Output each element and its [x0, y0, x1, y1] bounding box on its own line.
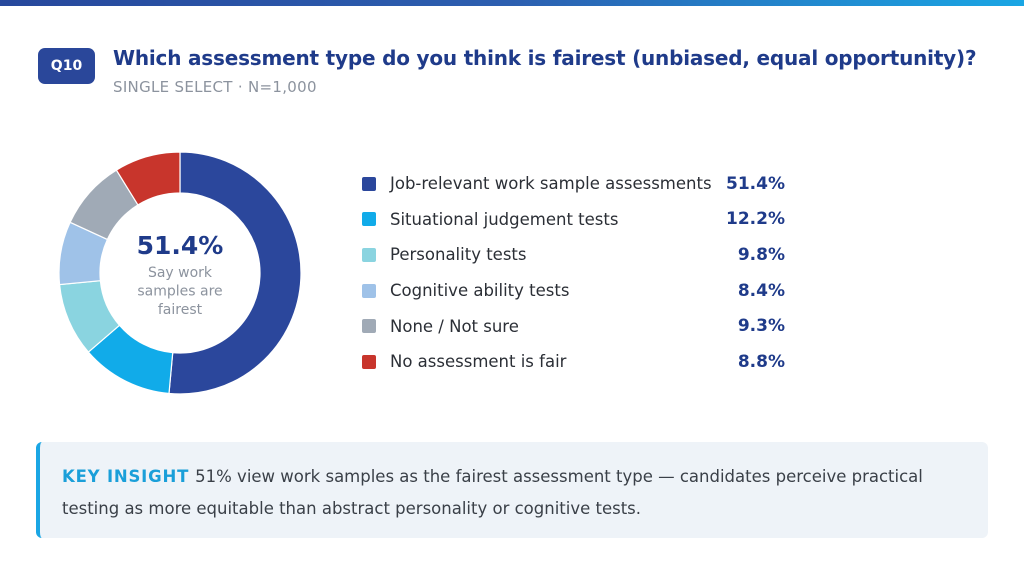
- legend-value: 51.4%: [726, 173, 785, 194]
- legend-value: 8.8%: [737, 351, 785, 372]
- legend-item: Personality tests 9.8%: [362, 237, 792, 273]
- legend-label: Situational judgement tests: [390, 209, 619, 229]
- center-value: 51.4%: [137, 231, 224, 260]
- legend-swatch: [362, 176, 376, 191]
- legend-swatch: [362, 319, 376, 334]
- legend-value: 9.3%: [737, 316, 785, 337]
- donut-slices: [58, 151, 302, 395]
- center-caption-line-1: Say work: [148, 265, 213, 281]
- key-insight-box: KEY INSIGHT 51% view work samples as the …: [36, 442, 988, 538]
- legend-label: No assessment is fair: [390, 352, 567, 372]
- donut-slice-1: [168, 151, 302, 395]
- question-title: Which assessment type do you think is fa…: [113, 46, 977, 70]
- legend-item: No assessment is fair 8.8%: [362, 344, 792, 380]
- legend-label: Personality tests: [390, 245, 527, 265]
- legend-swatch: [362, 283, 376, 298]
- question-subtitle: SINGLE SELECT · N=1,000: [113, 78, 317, 96]
- legend-swatch: [362, 212, 376, 227]
- key-insight-label: KEY INSIGHT: [62, 467, 190, 486]
- legend-label: Job-relevant work sample assessments: [390, 174, 712, 194]
- donut-slice-6: [115, 151, 181, 206]
- question-badge: Q10: [38, 48, 95, 84]
- legend-item: None / Not sure 9.3%: [362, 308, 792, 344]
- legend-swatch: [362, 247, 376, 262]
- center-caption-line-3: fairest: [158, 302, 203, 318]
- legend-label: Cognitive ability tests: [390, 281, 570, 301]
- chart-legend: Job-relevant work sample assessments 51.4…: [362, 166, 792, 380]
- donut-chart: 51.4% Say work samples are fairest: [58, 151, 302, 395]
- legend-value: 8.4%: [737, 280, 785, 301]
- legend-label: None / Not sure: [390, 316, 519, 336]
- legend-item: Cognitive ability tests 8.4%: [362, 273, 792, 309]
- legend-item: Situational judgement tests 12.2%: [362, 202, 792, 238]
- legend-swatch: [362, 354, 376, 369]
- legend-value: 9.8%: [737, 244, 785, 265]
- top-accent-bar: [0, 0, 1024, 6]
- legend-item: Job-relevant work sample assessments 51.4…: [362, 166, 792, 202]
- center-caption-line-2: samples are: [137, 284, 222, 300]
- key-insight-text: 51% view work samples as the fairest ass…: [62, 467, 923, 518]
- legend-value: 12.2%: [726, 209, 785, 230]
